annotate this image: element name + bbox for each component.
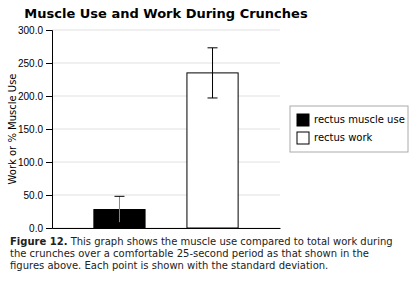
grid	[52, 30, 280, 228]
legend-label: rectus muscle use	[314, 114, 405, 125]
y-axis-line	[46, 31, 53, 229]
y-tick-label: 150.0	[18, 124, 43, 135]
caption: Figure 12. This graph shows the muscle u…	[10, 236, 405, 272]
legend-frame	[290, 106, 408, 152]
error-bar	[208, 48, 218, 98]
y-tick: 250.0	[18, 58, 52, 69]
legend-swatch	[297, 114, 309, 126]
y-tick: 150.0	[18, 124, 52, 135]
y-tick: 200.0	[18, 91, 52, 102]
y-tick-mark	[46, 63, 52, 64]
legend: rectus muscle use rectus work	[290, 106, 408, 152]
y-tick-label: 300.0	[18, 25, 43, 36]
y-tick: 100.0	[18, 157, 52, 168]
grid-line	[52, 129, 280, 130]
grid-line	[52, 162, 280, 163]
error-stem	[119, 196, 120, 222]
y-tick-mark	[46, 228, 52, 229]
y-tick-label: 250.0	[18, 58, 43, 69]
legend-item: rectus muscle use	[297, 114, 405, 126]
y-tick-mark	[46, 30, 52, 31]
grid-line	[52, 63, 280, 64]
marks	[94, 48, 238, 228]
y-tick-label: 100.0	[18, 157, 43, 168]
legend-swatch	[297, 132, 309, 144]
y-tick-label: 50.0	[24, 190, 44, 201]
y-tick-mark	[46, 129, 52, 130]
error-stem	[212, 48, 213, 98]
grid-line	[52, 195, 280, 196]
error-cap	[208, 97, 218, 98]
x-axis	[53, 228, 281, 229]
error-cap	[114, 196, 124, 197]
caption-label: Figure 12.	[10, 236, 67, 247]
y-tick-mark	[46, 96, 52, 97]
grid-line	[52, 228, 280, 229]
grid-line	[52, 30, 280, 31]
y-tick: 50.0	[24, 190, 52, 201]
y-tick-mark	[46, 162, 52, 163]
title: Muscle Use and Work During Crunches	[24, 6, 308, 21]
legend-item: rectus work	[297, 132, 373, 144]
y-axis-title: Work or % Muscle Use	[7, 73, 18, 184]
error-cap	[208, 47, 218, 48]
caption-space	[67, 236, 70, 247]
plot: 0.0 50.0 100.0 150.0 200.0 250.0 300.0	[18, 25, 281, 234]
y-tick-label: 0.0	[29, 223, 43, 234]
x-axis-line	[53, 228, 281, 229]
y-tick: 0.0	[29, 223, 52, 234]
error-bar	[114, 196, 124, 222]
y-axis: 0.0 50.0 100.0 150.0 200.0 250.0 300.0	[18, 25, 53, 234]
y-tick-label: 200.0	[18, 91, 43, 102]
error-cap	[114, 222, 124, 223]
legend-label: rectus work	[314, 132, 373, 143]
y-tick-mark	[46, 195, 52, 196]
y-tick: 300.0	[18, 25, 52, 36]
grid-line	[52, 96, 280, 97]
